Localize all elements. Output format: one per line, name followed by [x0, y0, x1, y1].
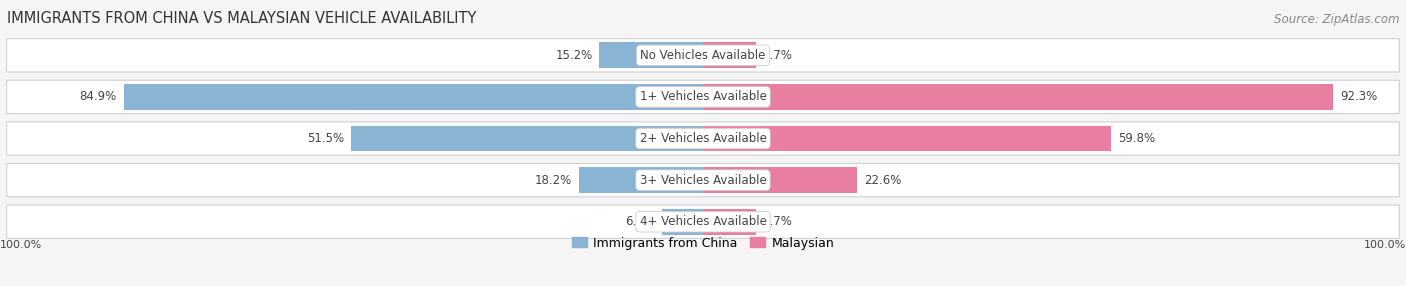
Text: IMMIGRANTS FROM CHINA VS MALAYSIAN VEHICLE AVAILABILITY: IMMIGRANTS FROM CHINA VS MALAYSIAN VEHIC…: [7, 11, 477, 26]
Text: 84.9%: 84.9%: [80, 90, 117, 104]
Bar: [703, 209, 755, 235]
Text: 59.8%: 59.8%: [1118, 132, 1156, 145]
FancyBboxPatch shape: [7, 205, 1399, 238]
Text: 6.0%: 6.0%: [626, 215, 655, 228]
Text: 100.0%: 100.0%: [0, 240, 42, 250]
Text: 7.7%: 7.7%: [762, 49, 792, 62]
FancyBboxPatch shape: [7, 164, 1399, 197]
Bar: [599, 42, 703, 68]
Bar: [579, 167, 703, 193]
Text: 1+ Vehicles Available: 1+ Vehicles Available: [640, 90, 766, 104]
Text: 4+ Vehicles Available: 4+ Vehicles Available: [640, 215, 766, 228]
Bar: [703, 42, 755, 68]
FancyBboxPatch shape: [7, 122, 1399, 155]
Text: 92.3%: 92.3%: [1340, 90, 1376, 104]
Text: 2+ Vehicles Available: 2+ Vehicles Available: [640, 132, 766, 145]
Bar: [124, 84, 703, 110]
Bar: [662, 209, 703, 235]
Text: 51.5%: 51.5%: [308, 132, 344, 145]
Text: 18.2%: 18.2%: [534, 174, 572, 187]
Text: 3+ Vehicles Available: 3+ Vehicles Available: [640, 174, 766, 187]
Legend: Immigrants from China, Malaysian: Immigrants from China, Malaysian: [567, 232, 839, 255]
Text: 15.2%: 15.2%: [555, 49, 592, 62]
Bar: [703, 84, 1333, 110]
Bar: [352, 126, 703, 151]
Bar: [703, 126, 1111, 151]
Text: 22.6%: 22.6%: [865, 174, 901, 187]
Text: No Vehicles Available: No Vehicles Available: [640, 49, 766, 62]
Text: 100.0%: 100.0%: [1364, 240, 1406, 250]
Text: 7.7%: 7.7%: [762, 215, 792, 228]
Text: Source: ZipAtlas.com: Source: ZipAtlas.com: [1274, 13, 1399, 26]
FancyBboxPatch shape: [7, 80, 1399, 114]
Bar: [703, 167, 858, 193]
FancyBboxPatch shape: [7, 39, 1399, 72]
